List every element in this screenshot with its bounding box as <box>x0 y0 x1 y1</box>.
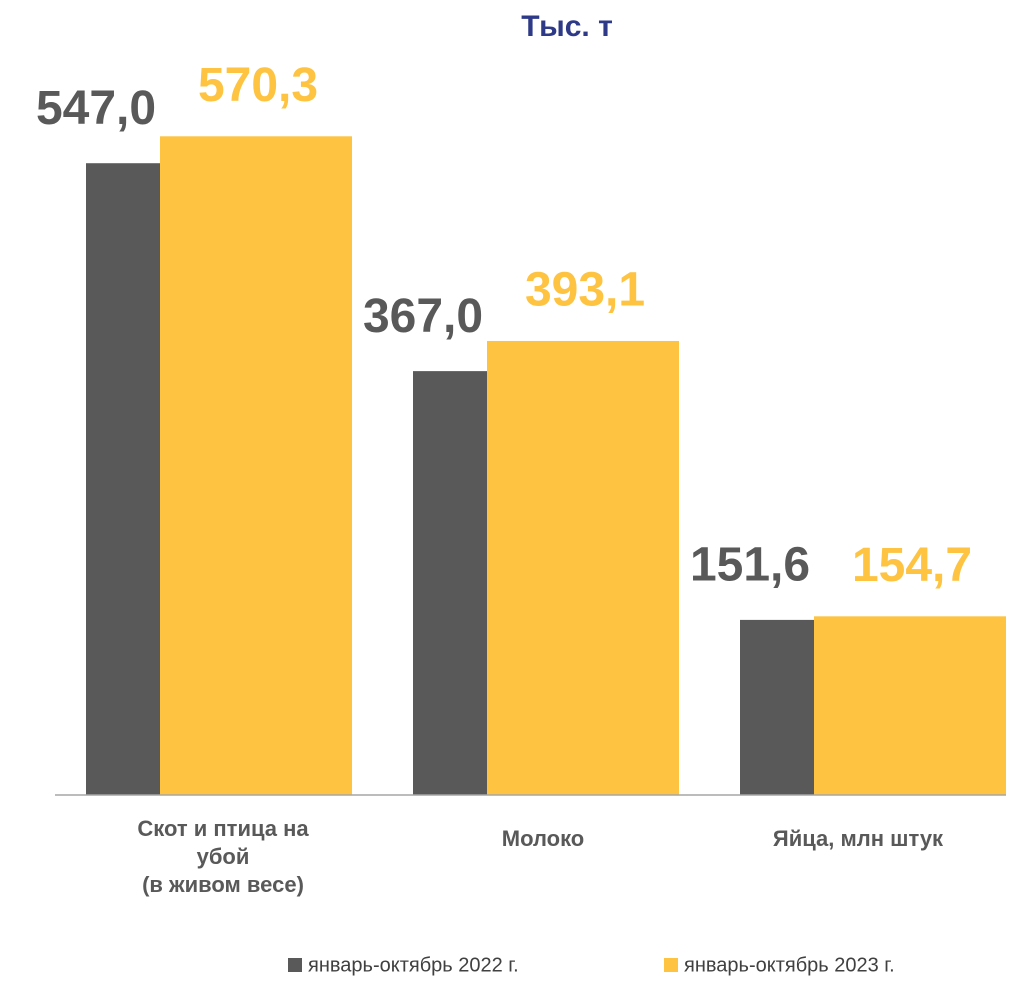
legend-swatch <box>664 958 678 972</box>
legend-label: январь-октябрь 2022 г. <box>308 954 519 976</box>
value-label: 367,0 <box>363 290 483 343</box>
legend-label: январь-октябрь 2023 г. <box>684 954 895 976</box>
value-label: 151,6 <box>690 539 810 592</box>
value-label: 570,3 <box>198 59 318 112</box>
x-tick-label: Молоко <box>502 826 585 851</box>
value-label: 547,0 <box>36 82 156 135</box>
legend-swatch <box>288 958 302 972</box>
bar <box>86 163 160 796</box>
x-tick-label: Скот и птица на убой (в живом весе) <box>137 816 309 897</box>
bar <box>740 619 814 795</box>
value-label: 393,1 <box>525 264 645 317</box>
bar <box>487 340 679 795</box>
bar <box>814 616 1006 795</box>
value-label: 154,7 <box>852 539 972 592</box>
chart-title: Тыс. т <box>521 10 613 43</box>
bar <box>413 371 487 795</box>
x-tick-label: Яйца, млн штук <box>773 826 944 851</box>
bar <box>160 136 352 796</box>
